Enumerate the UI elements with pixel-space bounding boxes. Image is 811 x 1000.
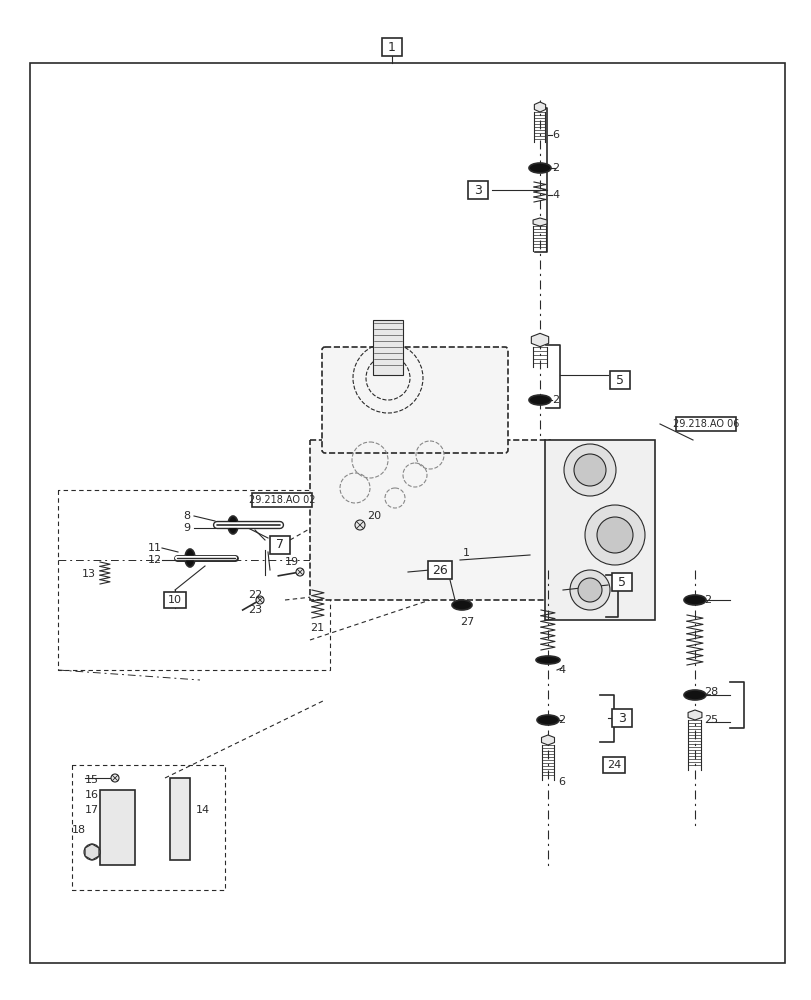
Text: 25: 25 bbox=[703, 715, 717, 725]
Bar bbox=[544, 440, 654, 620]
Circle shape bbox=[577, 578, 601, 602]
Ellipse shape bbox=[536, 715, 558, 725]
Text: 3: 3 bbox=[617, 712, 625, 724]
Bar bbox=[270, 536, 290, 554]
Text: 8: 8 bbox=[182, 511, 190, 521]
Text: 5: 5 bbox=[617, 576, 625, 588]
Text: 1: 1 bbox=[388, 41, 396, 54]
Bar bbox=[468, 181, 487, 199]
Circle shape bbox=[255, 596, 264, 604]
Bar bbox=[100, 790, 135, 865]
Text: 10: 10 bbox=[168, 595, 182, 605]
Ellipse shape bbox=[452, 600, 471, 610]
Ellipse shape bbox=[535, 656, 560, 664]
Text: 12: 12 bbox=[148, 555, 162, 565]
Circle shape bbox=[573, 454, 605, 486]
Text: 19: 19 bbox=[285, 557, 298, 567]
Ellipse shape bbox=[683, 690, 705, 700]
Circle shape bbox=[296, 568, 303, 576]
Text: 15: 15 bbox=[85, 775, 99, 785]
Text: 6: 6 bbox=[551, 130, 558, 140]
Text: 5: 5 bbox=[616, 373, 623, 386]
Bar bbox=[610, 371, 629, 389]
Ellipse shape bbox=[683, 595, 705, 605]
Circle shape bbox=[564, 444, 616, 496]
Text: 21: 21 bbox=[310, 623, 324, 633]
Text: 2: 2 bbox=[551, 163, 559, 173]
Text: 6: 6 bbox=[557, 777, 564, 787]
FancyBboxPatch shape bbox=[310, 440, 549, 600]
Text: 28: 28 bbox=[703, 687, 718, 697]
Ellipse shape bbox=[228, 516, 238, 534]
Bar bbox=[603, 757, 624, 773]
Bar bbox=[675, 417, 736, 431]
Text: 4: 4 bbox=[557, 665, 564, 675]
Text: 18: 18 bbox=[72, 825, 86, 835]
Ellipse shape bbox=[528, 163, 551, 173]
Text: 4: 4 bbox=[551, 190, 559, 200]
Text: 26: 26 bbox=[431, 564, 448, 576]
Bar bbox=[251, 493, 311, 507]
Text: 14: 14 bbox=[195, 805, 210, 815]
Bar bbox=[164, 592, 186, 608]
Text: 2: 2 bbox=[703, 595, 710, 605]
Polygon shape bbox=[532, 218, 547, 226]
Bar bbox=[611, 573, 631, 591]
Circle shape bbox=[111, 774, 119, 782]
Text: 16: 16 bbox=[85, 790, 99, 800]
Circle shape bbox=[596, 517, 633, 553]
Ellipse shape bbox=[185, 549, 195, 567]
Text: 24: 24 bbox=[606, 760, 620, 770]
Bar bbox=[372, 320, 402, 375]
FancyBboxPatch shape bbox=[322, 347, 508, 453]
Circle shape bbox=[354, 520, 365, 530]
Text: 27: 27 bbox=[460, 617, 474, 627]
Text: 2: 2 bbox=[551, 395, 559, 405]
Polygon shape bbox=[169, 778, 190, 860]
Ellipse shape bbox=[528, 395, 551, 405]
Text: 29.218.AO 06: 29.218.AO 06 bbox=[672, 419, 738, 429]
Polygon shape bbox=[541, 735, 554, 745]
Polygon shape bbox=[530, 333, 548, 347]
Text: 23: 23 bbox=[247, 605, 262, 615]
Text: 29.218.AO 02: 29.218.AO 02 bbox=[248, 495, 315, 505]
Text: 22: 22 bbox=[247, 590, 262, 600]
Polygon shape bbox=[85, 844, 99, 860]
Bar bbox=[427, 561, 452, 579]
Text: 11: 11 bbox=[148, 543, 162, 553]
Circle shape bbox=[84, 844, 100, 860]
Text: 17: 17 bbox=[85, 805, 99, 815]
Circle shape bbox=[569, 570, 609, 610]
Circle shape bbox=[584, 505, 644, 565]
Text: 20: 20 bbox=[367, 511, 380, 521]
Bar bbox=[611, 709, 631, 727]
Text: 7: 7 bbox=[276, 538, 284, 552]
Text: 2: 2 bbox=[557, 715, 564, 725]
Text: 1: 1 bbox=[462, 548, 470, 558]
Polygon shape bbox=[534, 102, 545, 112]
Text: 9: 9 bbox=[182, 523, 190, 533]
Bar bbox=[382, 38, 401, 56]
Polygon shape bbox=[687, 710, 701, 720]
Text: 3: 3 bbox=[474, 184, 482, 197]
Text: 13: 13 bbox=[82, 569, 96, 579]
